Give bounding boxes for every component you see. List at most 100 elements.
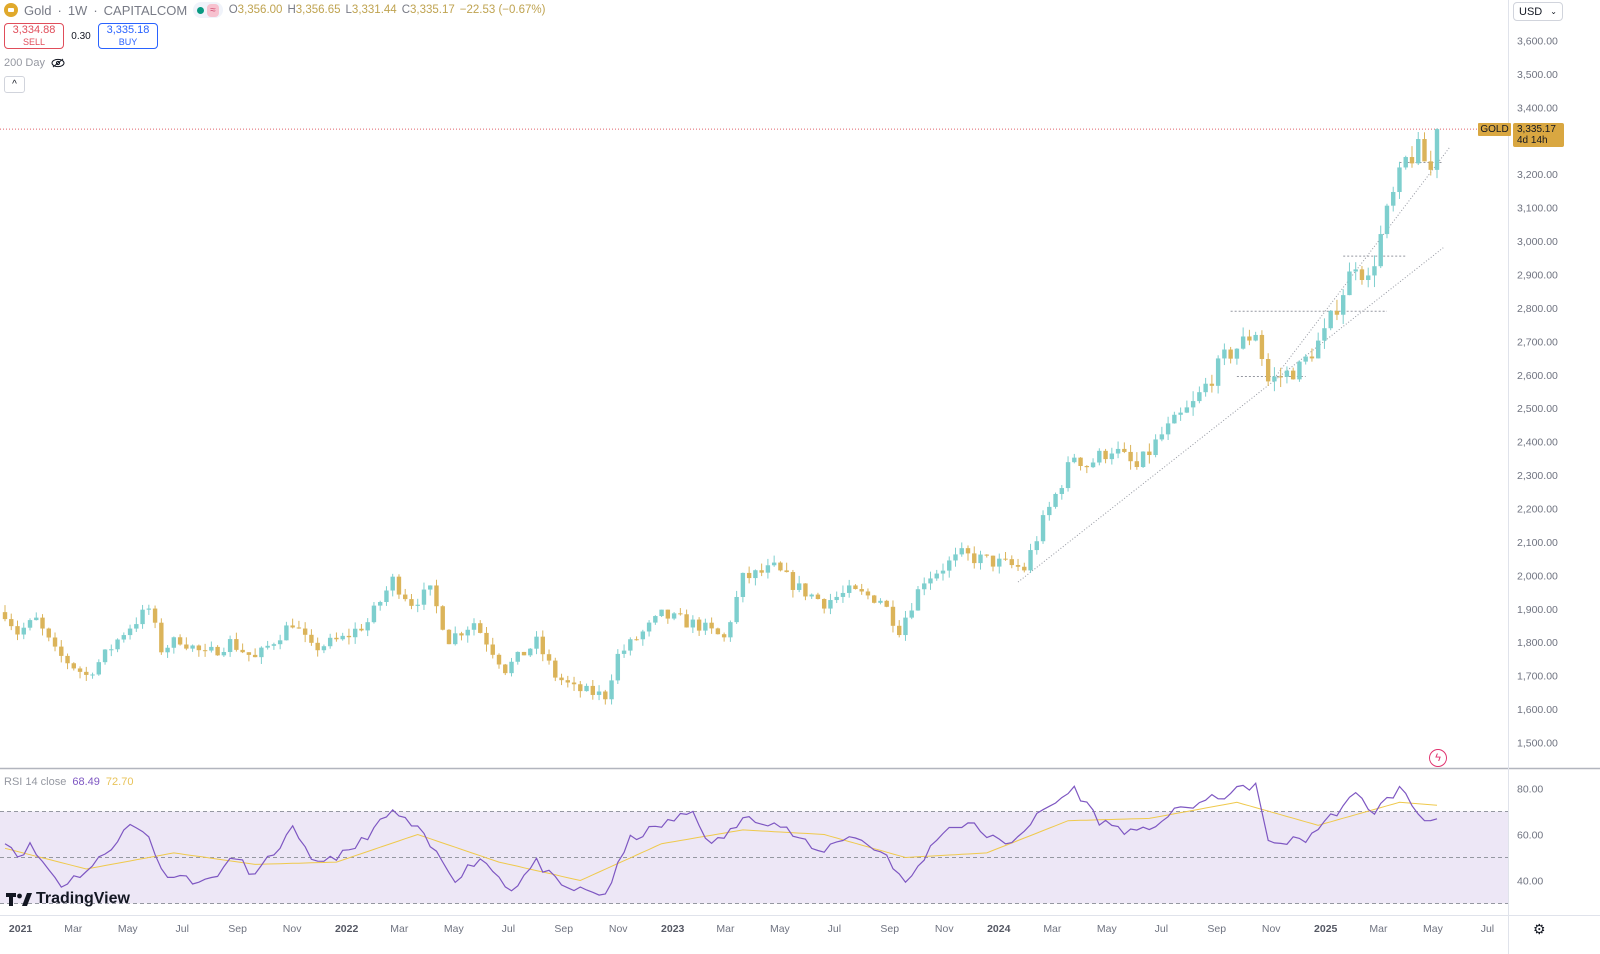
candle-body [578, 684, 583, 692]
candle-body [759, 570, 764, 573]
sell-button[interactable]: 3,334.88 SELL [4, 23, 64, 49]
candle-body [928, 578, 933, 584]
price-tick-label: 3,600.00 [1517, 36, 1558, 48]
candle-body [646, 622, 652, 632]
currency-selector[interactable]: USD ⌄ [1513, 2, 1563, 21]
symbol-name[interactable]: Gold [24, 2, 52, 18]
trendline [1017, 247, 1444, 583]
candle-body [1028, 550, 1033, 571]
candle-body [209, 646, 214, 651]
candle-body [546, 654, 552, 661]
candle-body [490, 644, 495, 655]
candle-body [1059, 488, 1065, 494]
candle-body [65, 655, 70, 664]
candle-body [428, 585, 433, 590]
wave-icon: ≈ [207, 3, 219, 17]
time-tick-label: Mar [716, 923, 735, 935]
candle-body [40, 617, 45, 629]
candle-body [115, 639, 120, 650]
last-price-value: 3,335.17 [1517, 124, 1556, 135]
candle-body [396, 576, 402, 595]
candle-body [77, 668, 83, 672]
indicator-legend: 200 Day [4, 57, 65, 69]
candle-body [753, 570, 758, 579]
price-tick-label: 1,600.00 [1517, 704, 1558, 716]
eye-off-icon[interactable] [51, 58, 65, 68]
candle-body [978, 554, 983, 564]
rsi-tick-label: 80.00 [1517, 784, 1543, 796]
candle-body [834, 596, 839, 601]
candle-body [1259, 334, 1265, 360]
candle-body [46, 628, 51, 638]
candle-body [678, 613, 683, 615]
candle-body [628, 639, 633, 651]
price-tick-label: 2,500.00 [1517, 403, 1558, 415]
candle-body [290, 625, 295, 628]
candle-body [1247, 336, 1252, 341]
candle-body [1034, 541, 1039, 551]
candle-body [909, 610, 914, 618]
candle-body [1084, 465, 1090, 468]
candle-body [96, 662, 101, 675]
interval-label[interactable]: 1W [67, 2, 88, 18]
lightning-icon[interactable]: ϟ [1429, 749, 1447, 767]
candle-body [684, 614, 689, 628]
time-tick-label: Nov [283, 923, 302, 935]
market-status-pill[interactable]: ≈ [193, 2, 223, 18]
candle-body [828, 600, 833, 609]
candle-body [371, 605, 377, 623]
price-tick-label: 2,700.00 [1517, 336, 1558, 348]
tradingview-watermark[interactable]: TradingView [6, 890, 130, 908]
candle-body [465, 629, 470, 636]
candle-body [415, 604, 420, 606]
price-tick-label: 3,400.00 [1517, 102, 1558, 114]
time-tick-label: 2022 [335, 923, 359, 935]
price-tick-label: 2,900.00 [1517, 270, 1558, 282]
time-tick-label: Sep [880, 923, 899, 935]
rsi-tick-label: 40.00 [1517, 876, 1543, 888]
candle-body [503, 664, 508, 674]
candle-body [803, 583, 808, 597]
candle-body [1228, 349, 1233, 359]
candle-body [1115, 448, 1121, 454]
candle-body [1178, 412, 1183, 415]
rsi-label[interactable]: RSI 14 close [4, 776, 67, 788]
candle-body [140, 609, 145, 625]
last-price-label: 3,335.17 4d 14h [1513, 123, 1564, 147]
time-tick-label: Sep [1207, 923, 1226, 935]
candle-body [1128, 451, 1133, 462]
candle-body [1097, 450, 1102, 463]
candle-body [215, 646, 220, 656]
candle-body [1341, 295, 1346, 315]
candle-body [897, 625, 902, 636]
candle-body [947, 560, 952, 571]
candle-body [1003, 558, 1008, 560]
watermark-text: TradingView [36, 890, 130, 907]
candle-body [872, 595, 877, 603]
rsi-ma-value: 72.70 [105, 776, 134, 788]
candle-body [1297, 361, 1302, 380]
candle-body [459, 633, 464, 636]
candle-body [1422, 139, 1427, 162]
time-tick-label: Mar [64, 923, 83, 935]
candle-body [1272, 376, 1277, 382]
candle-body [365, 622, 370, 631]
gear-icon[interactable]: ⚙ [1533, 921, 1546, 937]
bar-countdown: 4d 14h [1517, 135, 1548, 146]
candle-body [309, 634, 314, 643]
indicator-label[interactable]: 200 Day [4, 57, 45, 69]
price-tick-label: 3,100.00 [1517, 203, 1558, 215]
candle-body [1309, 356, 1315, 359]
candle-body [840, 592, 846, 597]
candle-body [1040, 515, 1046, 542]
buy-button[interactable]: 3,335.18 BUY [98, 23, 158, 49]
candle-body [315, 642, 320, 651]
candle-body [1103, 450, 1108, 460]
candle-body [1203, 383, 1208, 393]
candle-body [1209, 383, 1215, 386]
candle-body [940, 570, 946, 574]
candle-body [709, 622, 714, 629]
chevron-up-icon[interactable]: ^ [4, 76, 25, 93]
candle-body [1090, 462, 1096, 468]
